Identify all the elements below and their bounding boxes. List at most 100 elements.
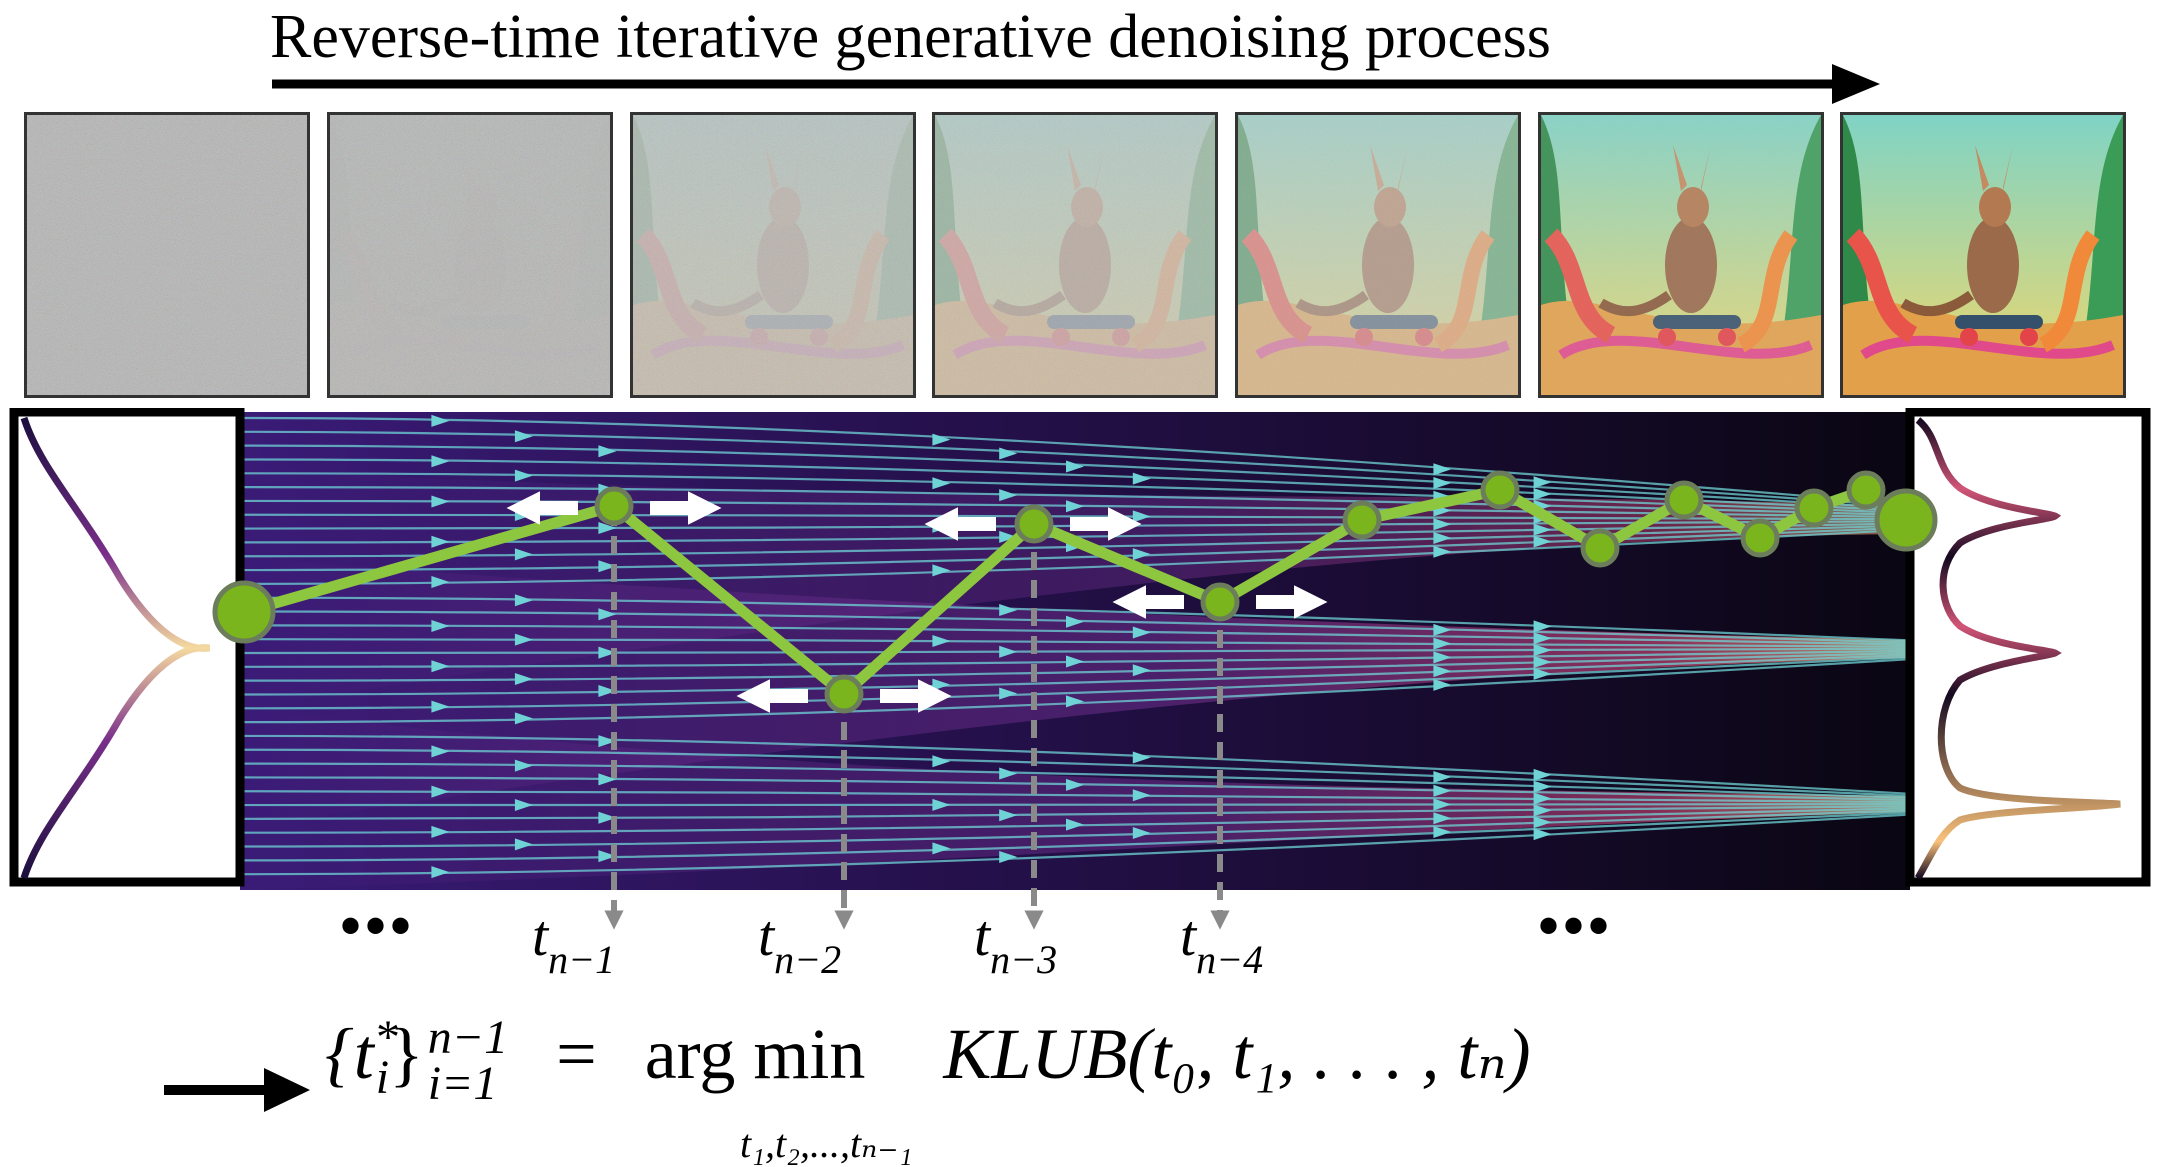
streamline-arrowhead bbox=[431, 785, 450, 798]
streamline-arrowhead bbox=[932, 635, 951, 648]
streamline-arrowhead bbox=[1132, 472, 1151, 485]
diagram-title: Reverse-time iterative generative denois… bbox=[270, 3, 1551, 71]
node-step bbox=[1480, 470, 1520, 510]
streamline-arrowhead bbox=[598, 608, 617, 621]
streamline-arrowhead bbox=[514, 712, 533, 725]
streamline-arrowhead bbox=[598, 646, 617, 659]
streamline-arrowhead bbox=[1433, 665, 1452, 678]
streamline bbox=[240, 513, 1910, 521]
streamline-arrowhead bbox=[999, 489, 1018, 502]
ellipsis-left: ••• bbox=[340, 893, 416, 959]
node-tn-3 bbox=[1014, 504, 1054, 544]
streamline-arrowhead bbox=[1533, 780, 1552, 793]
streamline bbox=[240, 624, 1910, 646]
formula-lhs: {t bbox=[325, 1014, 374, 1094]
streamline-arrowhead bbox=[1433, 477, 1452, 490]
streamline bbox=[240, 610, 1910, 644]
streamline-arrowhead bbox=[1433, 532, 1452, 545]
streamline-arrowhead bbox=[431, 620, 450, 633]
streamline-arrowhead bbox=[1132, 626, 1151, 639]
streamline-arrowhead bbox=[1433, 545, 1452, 558]
node-tn-1 bbox=[594, 486, 634, 526]
timestep-base: t bbox=[974, 903, 991, 968]
node-step bbox=[1342, 500, 1382, 540]
streamline-arrowhead bbox=[999, 447, 1018, 460]
node-step bbox=[1580, 528, 1620, 568]
streamline-arrowhead bbox=[999, 809, 1018, 822]
streamline-arrowhead bbox=[431, 455, 450, 468]
denoising-frame bbox=[630, 112, 916, 398]
streamline-arrowhead bbox=[932, 755, 951, 768]
streamline-arrowhead bbox=[1132, 548, 1151, 561]
streamline-arrowhead bbox=[1533, 488, 1552, 501]
streamline-arrowhead bbox=[514, 759, 533, 772]
streamline-arrowhead bbox=[932, 477, 951, 490]
formula-lhs-sub: i bbox=[375, 1051, 390, 1105]
streamline-arrowhead bbox=[1433, 637, 1452, 650]
streamline-arrowhead bbox=[999, 604, 1018, 617]
data-multimodal-curve bbox=[1914, 417, 2121, 880]
node-tn-4 bbox=[1200, 582, 1240, 622]
streamline bbox=[240, 638, 1910, 648]
denoising-frame bbox=[1538, 112, 1824, 398]
streamline bbox=[240, 790, 1910, 804]
streamline bbox=[240, 805, 1910, 820]
streamline-arrowhead bbox=[1132, 827, 1151, 840]
node-start bbox=[212, 580, 276, 644]
timestep-sub: n−1 bbox=[548, 937, 616, 982]
timestep-label-tn-4: tn−4 bbox=[1180, 902, 1263, 983]
formula-arrow bbox=[164, 1068, 310, 1112]
streamline bbox=[240, 813, 1910, 876]
streamline-arrowhead bbox=[1433, 623, 1452, 636]
streamline bbox=[240, 809, 1910, 848]
node-step bbox=[1664, 480, 1704, 520]
timestep-sub: n−2 bbox=[774, 937, 842, 982]
streamline-arrowhead bbox=[431, 414, 450, 427]
streamline-arrowhead bbox=[598, 850, 617, 863]
streamline-arrowhead bbox=[598, 445, 617, 458]
streamline-arrowhead bbox=[1533, 644, 1552, 657]
streamline-arrowhead bbox=[1433, 651, 1452, 664]
streamline bbox=[240, 655, 1910, 710]
node-tn-2 bbox=[824, 674, 864, 714]
streamline-arrowhead bbox=[514, 633, 533, 646]
streamline bbox=[240, 807, 1910, 834]
streamline-arrowhead bbox=[598, 773, 617, 786]
streamline-arrowhead bbox=[999, 687, 1018, 700]
ellipsis-right: ••• bbox=[1538, 893, 1614, 959]
denoising-frame bbox=[24, 112, 310, 398]
streamline bbox=[240, 748, 1910, 797]
formula-operator-sub: t₁,t₂,...,tₙ₋₁ bbox=[740, 1121, 913, 1166]
process-direction-arrow bbox=[272, 64, 1880, 104]
streamline-arrowhead bbox=[1433, 826, 1452, 839]
streamline-arrowhead bbox=[514, 838, 533, 851]
streamline-arrowhead bbox=[999, 645, 1018, 658]
streamline-arrowhead bbox=[1533, 667, 1552, 680]
streamline bbox=[240, 762, 1910, 800]
formula-brace-close: } bbox=[389, 1014, 424, 1094]
timestep-projection-lines bbox=[604, 508, 1230, 930]
streamline-arrowhead bbox=[1533, 828, 1552, 841]
node-step bbox=[1846, 470, 1886, 510]
streamline-arrowhead bbox=[431, 745, 450, 758]
streamline-arrowhead bbox=[1066, 460, 1084, 473]
streamline-arrowhead bbox=[431, 825, 450, 838]
timestep-sub: n−3 bbox=[990, 937, 1058, 982]
streamline-arrowhead bbox=[1433, 771, 1452, 784]
streamline-arrowhead bbox=[514, 430, 533, 443]
sampling-nodes bbox=[212, 470, 1938, 714]
streamline bbox=[240, 528, 1910, 585]
formula-lhs-sup: * bbox=[373, 1011, 398, 1064]
streamline-arrowhead bbox=[932, 433, 951, 446]
streamline-arrowhead bbox=[1066, 615, 1084, 628]
streamline-arrowhead bbox=[1533, 804, 1552, 817]
streamline-arrowhead bbox=[598, 684, 617, 697]
streamline-arrowhead bbox=[1533, 768, 1552, 781]
streamline-arrowhead bbox=[514, 548, 533, 561]
streamline-arrowhead bbox=[1433, 784, 1452, 797]
formula-equals: = bbox=[556, 1014, 597, 1094]
streamline-arrowhead bbox=[514, 594, 533, 607]
timestep-sub: n−4 bbox=[1196, 937, 1264, 982]
streamline-arrowhead bbox=[514, 469, 533, 482]
streamline bbox=[240, 647, 1910, 655]
